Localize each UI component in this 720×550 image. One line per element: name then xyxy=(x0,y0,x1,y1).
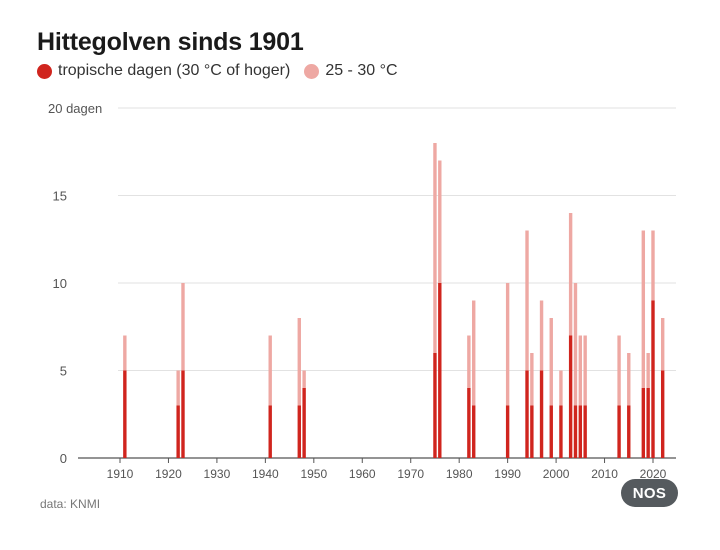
legend: tropische dagen (30 °C of hoger) 25 - 30… xyxy=(37,62,412,80)
bar-warm-2022 xyxy=(660,318,665,371)
chart-title: Hittegolven sinds 1901 xyxy=(37,28,304,56)
x-tick-label: 1970 xyxy=(397,467,424,481)
bar-warm-2003 xyxy=(568,213,573,336)
bar-warm-1923 xyxy=(181,283,185,371)
bar-tropical-1982 xyxy=(467,388,471,458)
bar-tropical-2003 xyxy=(568,335,573,458)
bar-warm-2019 xyxy=(646,353,650,388)
bar-tropical-1975 xyxy=(433,353,437,458)
bar-warm-1994 xyxy=(525,230,529,371)
bar-warm-1911 xyxy=(123,335,127,371)
bar-warm-1948 xyxy=(302,370,306,388)
bar-tropical-2015 xyxy=(627,405,631,458)
bar-tropical-2022 xyxy=(660,370,665,458)
bar-tropical-1948 xyxy=(302,388,306,458)
bar-tropical-1922 xyxy=(176,405,180,458)
y-tick-label: 20 dagen xyxy=(48,101,102,116)
legend-swatch-tropical xyxy=(37,63,52,79)
legend-label-tropical: tropische dagen (30 °C of hoger) xyxy=(58,62,291,79)
source-note: data: KNMI xyxy=(40,497,101,511)
bar-tropical-2004 xyxy=(573,405,578,458)
legend-item-warm: 25 - 30 °C xyxy=(304,62,398,80)
bar-warm-2005 xyxy=(578,335,583,406)
bar-warm-2006 xyxy=(583,335,587,406)
bar-tropical-1994 xyxy=(525,370,529,458)
bar-tropical-2013 xyxy=(617,405,621,458)
x-tick-label: 2000 xyxy=(543,467,570,481)
bar-tropical-2020 xyxy=(651,300,655,458)
x-tick-label: 2020 xyxy=(640,467,667,481)
x-tick-label: 1920 xyxy=(155,467,182,481)
bar-warm-2013 xyxy=(617,335,621,406)
y-tick-label: 0 xyxy=(60,451,67,466)
nos-logo: NOS xyxy=(621,479,678,507)
bar-tropical-1941 xyxy=(268,405,272,458)
x-tick-label: 1960 xyxy=(349,467,376,481)
bar-tropical-2006 xyxy=(583,405,587,458)
bar-tropical-1990 xyxy=(505,405,510,458)
y-tick-label: 15 xyxy=(53,189,67,204)
bar-warm-1941 xyxy=(268,335,272,406)
legend-label-warm: 25 - 30 °C xyxy=(325,62,398,79)
bar-warm-1982 xyxy=(467,335,471,388)
legend-item-tropical: tropische dagen (30 °C of hoger) xyxy=(37,62,290,80)
bar-tropical-1923 xyxy=(181,370,185,458)
bar-warm-1999 xyxy=(549,318,553,406)
y-tick-label: 10 xyxy=(53,276,67,291)
bar-warm-1983 xyxy=(472,300,476,406)
bar-warm-1976 xyxy=(438,160,442,283)
bar-warm-2020 xyxy=(651,230,655,301)
bar-tropical-1999 xyxy=(549,405,553,458)
x-tick-label: 1930 xyxy=(204,467,231,481)
bar-tropical-2019 xyxy=(646,388,650,458)
bar-warm-1947 xyxy=(297,318,301,406)
bar-tropical-1947 xyxy=(297,405,301,458)
bar-tropical-1983 xyxy=(472,405,476,458)
bar-tropical-1976 xyxy=(438,283,442,458)
x-tick-label: 1990 xyxy=(494,467,521,481)
x-tick-label: 1940 xyxy=(252,467,279,481)
bar-warm-2001 xyxy=(559,370,563,406)
x-tick-label: 2010 xyxy=(591,467,618,481)
x-tick-label: 1980 xyxy=(446,467,473,481)
bar-warm-1997 xyxy=(539,300,544,371)
bar-tropical-1911 xyxy=(123,370,127,458)
bar-warm-2018 xyxy=(641,230,646,388)
bar-warm-1922 xyxy=(176,370,180,406)
x-tick-label: 1910 xyxy=(107,467,134,481)
bar-tropical-2018 xyxy=(641,388,646,458)
bar-tropical-1995 xyxy=(530,405,534,458)
bar-warm-1975 xyxy=(433,143,437,353)
bar-warm-2015 xyxy=(627,353,631,406)
bar-tropical-1997 xyxy=(539,370,544,458)
bar-warm-1990 xyxy=(505,283,510,406)
x-tick-label: 1950 xyxy=(300,467,327,481)
y-tick-label: 5 xyxy=(60,364,67,379)
legend-swatch-warm xyxy=(304,63,320,79)
bar-warm-1995 xyxy=(530,353,534,406)
bar-tropical-2005 xyxy=(578,405,583,458)
bar-tropical-2001 xyxy=(559,405,563,458)
bar-warm-2004 xyxy=(573,283,578,406)
